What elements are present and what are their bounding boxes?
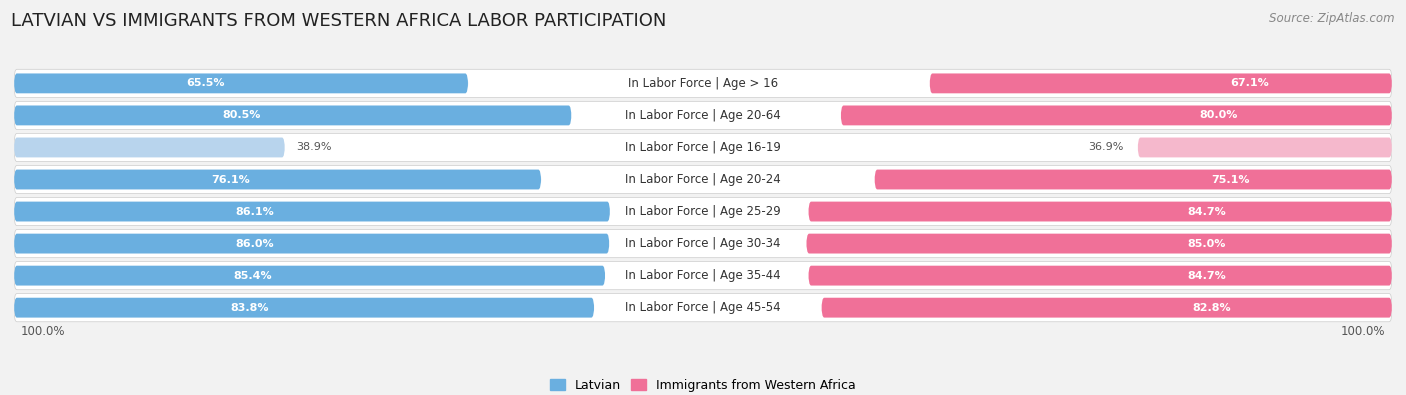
Text: 76.1%: 76.1%	[211, 175, 250, 184]
Text: 83.8%: 83.8%	[231, 303, 269, 313]
FancyBboxPatch shape	[14, 73, 468, 93]
FancyBboxPatch shape	[1137, 137, 1392, 157]
FancyBboxPatch shape	[14, 261, 1392, 290]
FancyBboxPatch shape	[14, 198, 1392, 226]
Text: In Labor Force | Age 16-19: In Labor Force | Age 16-19	[626, 141, 780, 154]
Text: 100.0%: 100.0%	[21, 325, 66, 338]
Text: In Labor Force | Age 20-64: In Labor Force | Age 20-64	[626, 109, 780, 122]
FancyBboxPatch shape	[875, 169, 1392, 190]
Text: 82.8%: 82.8%	[1192, 303, 1230, 313]
FancyBboxPatch shape	[821, 298, 1392, 318]
FancyBboxPatch shape	[14, 166, 1392, 194]
Text: 86.0%: 86.0%	[235, 239, 274, 248]
Text: 80.0%: 80.0%	[1199, 111, 1237, 120]
Text: LATVIAN VS IMMIGRANTS FROM WESTERN AFRICA LABOR PARTICIPATION: LATVIAN VS IMMIGRANTS FROM WESTERN AFRIC…	[11, 12, 666, 30]
Text: In Labor Force | Age 30-34: In Labor Force | Age 30-34	[626, 237, 780, 250]
Text: In Labor Force | Age 45-54: In Labor Force | Age 45-54	[626, 301, 780, 314]
FancyBboxPatch shape	[14, 298, 595, 318]
FancyBboxPatch shape	[14, 69, 1392, 98]
Text: 75.1%: 75.1%	[1211, 175, 1250, 184]
FancyBboxPatch shape	[14, 105, 571, 125]
FancyBboxPatch shape	[841, 105, 1392, 125]
FancyBboxPatch shape	[14, 266, 605, 286]
Text: 67.1%: 67.1%	[1230, 78, 1268, 88]
Text: 38.9%: 38.9%	[295, 143, 332, 152]
FancyBboxPatch shape	[14, 293, 1392, 322]
FancyBboxPatch shape	[14, 137, 285, 157]
FancyBboxPatch shape	[929, 73, 1392, 93]
Text: 85.4%: 85.4%	[233, 271, 273, 280]
Text: 80.5%: 80.5%	[222, 111, 260, 120]
Text: In Labor Force | Age 20-24: In Labor Force | Age 20-24	[626, 173, 780, 186]
Text: 84.7%: 84.7%	[1188, 207, 1226, 216]
Text: 84.7%: 84.7%	[1188, 271, 1226, 280]
FancyBboxPatch shape	[14, 234, 609, 254]
FancyBboxPatch shape	[14, 134, 1392, 162]
FancyBboxPatch shape	[807, 234, 1392, 254]
FancyBboxPatch shape	[14, 229, 1392, 258]
Text: In Labor Force | Age 25-29: In Labor Force | Age 25-29	[626, 205, 780, 218]
Text: In Labor Force | Age 35-44: In Labor Force | Age 35-44	[626, 269, 780, 282]
Text: 100.0%: 100.0%	[1340, 325, 1385, 338]
Legend: Latvian, Immigrants from Western Africa: Latvian, Immigrants from Western Africa	[546, 374, 860, 395]
Text: Source: ZipAtlas.com: Source: ZipAtlas.com	[1270, 12, 1395, 25]
FancyBboxPatch shape	[808, 201, 1392, 222]
Text: 65.5%: 65.5%	[186, 78, 225, 88]
FancyBboxPatch shape	[14, 169, 541, 190]
Text: 86.1%: 86.1%	[235, 207, 274, 216]
Text: In Labor Force | Age > 16: In Labor Force | Age > 16	[628, 77, 778, 90]
FancyBboxPatch shape	[808, 266, 1392, 286]
FancyBboxPatch shape	[14, 102, 1392, 130]
Text: 85.0%: 85.0%	[1187, 239, 1226, 248]
FancyBboxPatch shape	[14, 201, 610, 222]
Text: 36.9%: 36.9%	[1088, 143, 1123, 152]
